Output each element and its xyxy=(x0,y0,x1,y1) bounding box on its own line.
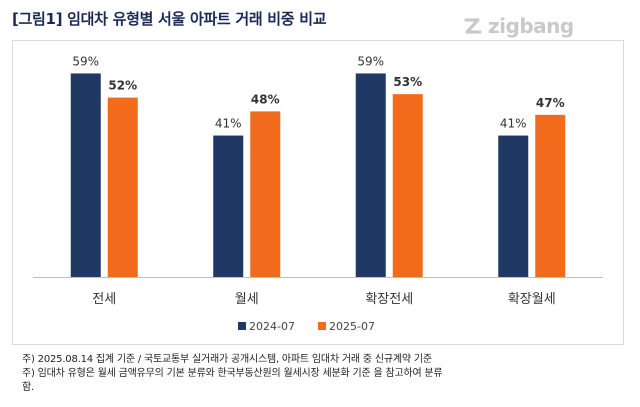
bar-2024-07-2 xyxy=(213,135,244,277)
x-tick-label-4: 확장월세 xyxy=(508,292,556,307)
chart-frame: 59% 52% 전세 41% 48% 월세 59% 53% 확장전세 41% 47% 확장월세 2024… xyxy=(12,40,624,345)
data-label-2024-07-1: 59% xyxy=(72,54,99,68)
bar-2024-07-4 xyxy=(498,135,529,277)
data-label-2025-07-1: 52% xyxy=(108,79,137,93)
data-label-2024-07-2: 41% xyxy=(215,117,242,131)
data-label-2025-07-4: 47% xyxy=(536,96,565,110)
x-tick-label-2: 월세 xyxy=(235,292,259,307)
x-tick-label-1: 전세 xyxy=(92,292,116,307)
bar-2025-07-1 xyxy=(107,97,138,277)
footnote-2: 주) 임대차 유형은 월세 금액유무의 기본 분류와 한국부동산원의 월세시장 … xyxy=(22,368,443,379)
zigbang-logo-icon xyxy=(464,18,482,34)
footnote-1: 주) 2025.08.14 집계 기준 / 국토교통부 실거래가 공개시스템, … xyxy=(22,354,432,365)
bar-2025-07-4 xyxy=(535,114,566,277)
chart-title: [그림1] 임대차 유형별 서울 아파트 거래 비중 비교 xyxy=(12,10,327,28)
x-tick-label-3: 확장전세 xyxy=(365,292,413,307)
zigbang-logo: zigbang xyxy=(462,14,574,38)
bar-chart: 59% 52% 전세 41% 48% 월세 59% 53% 확장전세 41% 47% 확장월세 2024… xyxy=(33,54,603,333)
data-label-2025-07-2: 48% xyxy=(251,92,280,106)
legend-swatch-2024-07 xyxy=(238,322,246,330)
zigbang-logo-text: zigbang xyxy=(488,14,574,38)
legend-swatch-2025-07 xyxy=(318,322,326,330)
data-label-2024-07-3: 59% xyxy=(357,54,384,68)
bar-2025-07-3 xyxy=(392,94,423,278)
bar-2024-07-3 xyxy=(355,73,386,277)
bar-2025-07-2 xyxy=(250,111,281,278)
footnote-3: 함. xyxy=(22,382,34,393)
legend-label-2024-07: 2024-07 xyxy=(249,320,295,333)
data-label-2025-07-3: 53% xyxy=(393,75,422,89)
legend-label-2025-07: 2025-07 xyxy=(329,320,375,333)
data-label-2024-07-4: 41% xyxy=(500,117,527,131)
bar-2024-07-1 xyxy=(70,73,101,277)
